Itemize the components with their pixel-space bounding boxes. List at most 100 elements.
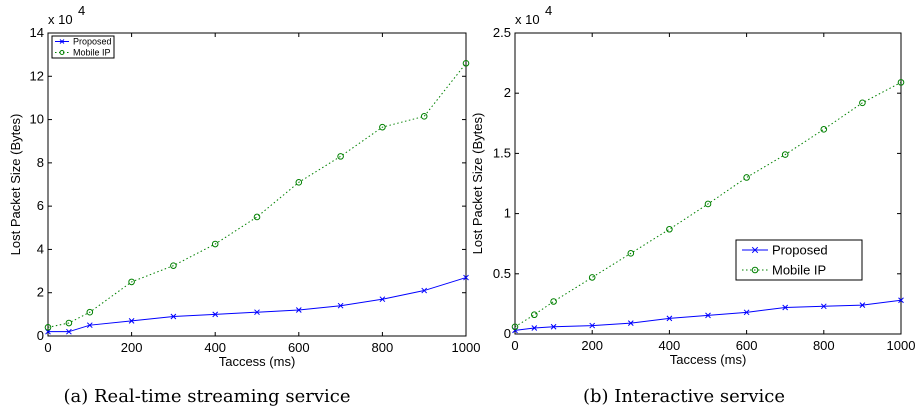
x-tick-label: 400 (204, 340, 226, 355)
data-point-proposed (705, 312, 711, 319)
data-point-proposed (859, 302, 866, 308)
legend-marker-mobile-ip (59, 50, 65, 55)
x-axis-label: Taccess (ms) (670, 352, 747, 367)
data-point-proposed (589, 322, 596, 329)
x-tick-label: 600 (736, 338, 758, 353)
data-point-mobile-ip (211, 240, 219, 248)
y-tick-label: 10 (30, 112, 44, 127)
legend-label: Mobile IP (772, 263, 826, 278)
x-tick-label: 200 (121, 340, 143, 355)
data-point-proposed (212, 311, 219, 318)
y-tick-label: 14 (30, 25, 44, 40)
y-tick-label: 1.5 (493, 145, 511, 160)
y-tick-label: 4 (37, 241, 44, 256)
data-point-mobile-ip (337, 153, 344, 160)
data-point-mobile-ip (743, 174, 750, 181)
y-tick-label: 2.5 (493, 25, 511, 40)
data-point-mobile-ip (588, 274, 596, 281)
y-tick-label: 8 (37, 155, 44, 170)
legend-box (735, 239, 863, 281)
data-point-proposed (743, 309, 750, 316)
data-point-proposed (550, 323, 557, 330)
y-tick-label: 2 (504, 85, 511, 100)
chart-panel-b: 0 200 400 600 800 1000 0 0.5 1 1.5 2 2.5 x 10 4 Tacces… (470, 3, 915, 407)
x-tick-label: 0 (44, 340, 51, 355)
series-line-mobile-ip (47, 62, 467, 328)
data-point-proposed (337, 302, 344, 309)
data-point-mobile-ip (627, 250, 635, 257)
x-tick-label: 600 (288, 340, 310, 355)
data-point-mobile-ip (511, 323, 519, 331)
data-point-proposed (86, 322, 93, 329)
data-point-proposed (627, 320, 634, 327)
data-point-proposed (463, 274, 469, 281)
x-tick-label: 1000 (887, 338, 916, 353)
data-point-proposed (295, 307, 302, 313)
figure-caption: (b) Interactive service (583, 386, 785, 407)
data-point-proposed (379, 296, 386, 303)
data-point-proposed (898, 297, 904, 304)
series-line-proposed (514, 299, 902, 331)
data-point-mobile-ip (550, 298, 557, 305)
data-point-mobile-ip (128, 278, 135, 286)
plot-area (514, 32, 902, 335)
data-point-proposed (531, 325, 538, 331)
data-point-mobile-ip (379, 123, 386, 131)
data-point-mobile-ip (897, 79, 905, 86)
data-point-mobile-ip (820, 126, 828, 133)
y-tick-label: 0 (504, 326, 511, 341)
x-axis-label: Taccess (ms) (219, 354, 296, 369)
data-point-mobile-ip (666, 225, 673, 233)
y-axis-label: Lost Packet Size (Bytes) (8, 114, 23, 256)
series-line-proposed (48, 277, 467, 333)
data-point-mobile-ip (170, 262, 177, 269)
y-tick-label: 0.5 (493, 266, 511, 281)
legend: Proposed Mobile IP (735, 239, 863, 281)
data-point-proposed (421, 287, 428, 294)
x-tick-label: 200 (581, 338, 603, 353)
figure-caption: (a) Real-time streaming service (64, 386, 351, 407)
y-tick-label: 6 (37, 198, 44, 213)
data-point-mobile-ip (65, 319, 73, 327)
x-tick-label: 0 (511, 338, 518, 353)
x-tick-label: 800 (372, 340, 394, 355)
x-tick-label: 1000 (452, 340, 481, 355)
data-point-proposed (254, 309, 260, 316)
data-point-proposed (66, 328, 72, 335)
y-tick-label: 2 (37, 285, 44, 300)
legend-marker-proposed (59, 39, 65, 44)
x-tick-label: 400 (659, 338, 681, 353)
data-point-mobile-ip (462, 60, 470, 67)
plot-area (47, 32, 467, 337)
y-multiplier-exponent: 4 (545, 3, 552, 18)
data-point-mobile-ip (86, 308, 94, 316)
data-point-mobile-ip (531, 311, 538, 319)
y-multiplier-label: x 10 (515, 12, 540, 27)
legend-label: Proposed (772, 243, 828, 258)
y-multiplier-exponent: 4 (78, 3, 85, 18)
y-tick-label: 0 (37, 328, 44, 343)
data-point-proposed (666, 315, 673, 322)
data-point-proposed (170, 313, 177, 320)
y-axis-label: Lost Packet Size (Bytes) (470, 113, 485, 255)
legend-marker-proposed (751, 246, 759, 254)
data-point-mobile-ip (253, 213, 261, 221)
x-tick-label: 800 (813, 338, 835, 353)
legend-label: Mobile IP (73, 48, 111, 58)
data-point-mobile-ip (44, 324, 52, 331)
data-point-mobile-ip (420, 113, 428, 120)
data-point-proposed (782, 304, 789, 311)
legend-label: Proposed (73, 37, 112, 47)
data-point-mobile-ip (859, 99, 866, 107)
data-point-mobile-ip (295, 179, 303, 186)
y-tick-label: 1 (504, 206, 511, 221)
chart-panel-a: 0 200 400 600 800 1000 0 2 4 6 8 10 12 14 x 10 4 Taccess… (8, 3, 480, 407)
data-point-mobile-ip (704, 200, 712, 208)
y-multiplier-label: x 10 (48, 12, 73, 27)
y-tick-label: 12 (30, 68, 44, 83)
legend-marker-mobile-ip (751, 266, 759, 274)
data-point-mobile-ip (781, 151, 789, 158)
data-point-proposed (820, 303, 827, 310)
